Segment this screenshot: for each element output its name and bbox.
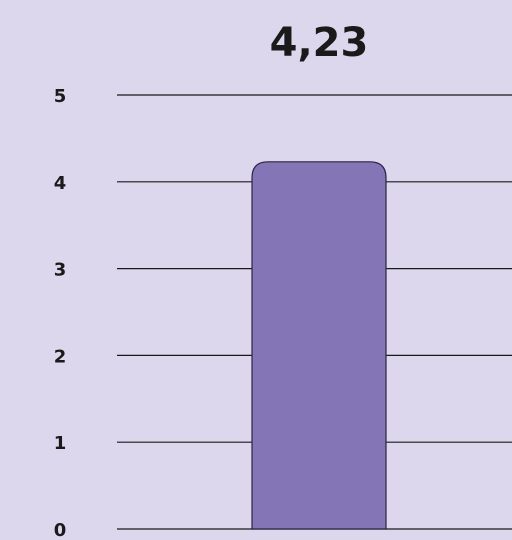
y-tick-label: 3 — [54, 260, 67, 281]
y-tick-label: 0 — [54, 520, 67, 540]
value-label: 4,23 — [270, 20, 369, 66]
bar — [251, 161, 387, 530]
y-tick-label: 1 — [54, 433, 67, 454]
y-tick-label: 2 — [54, 346, 67, 367]
y-tick-label: 5 — [54, 86, 67, 107]
y-tick-label: 4 — [54, 173, 67, 194]
